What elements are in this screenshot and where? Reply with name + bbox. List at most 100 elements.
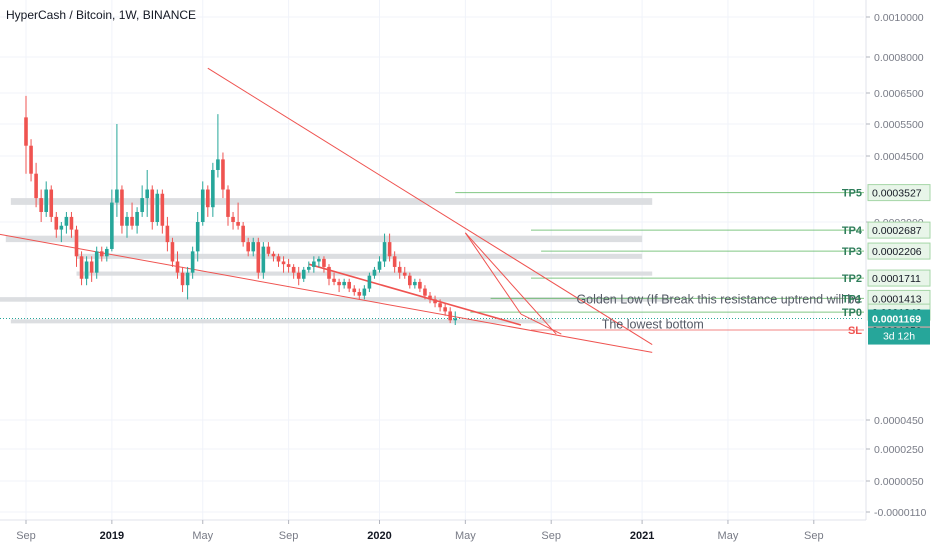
candle-body (190, 251, 195, 273)
level-name-tp4: TP4 (842, 225, 863, 237)
candle-body (271, 253, 276, 257)
candle (347, 278, 351, 293)
candle (84, 256, 89, 286)
candle-body (397, 266, 402, 273)
candle (423, 285, 427, 300)
candle (362, 285, 367, 300)
candle (448, 307, 452, 324)
candle (216, 114, 220, 178)
sr-zone (10, 198, 653, 205)
candle (105, 246, 109, 262)
candle-body (231, 216, 235, 222)
y-tick-label: 0.0010000 (874, 12, 924, 24)
candle-body (372, 269, 377, 276)
candle-body (382, 242, 387, 262)
candle (200, 181, 205, 226)
plot-area: Golden Low (If Break this resistance upt… (0, 67, 864, 353)
candle-body (347, 281, 351, 289)
candle (352, 285, 357, 296)
sr-zone (10, 319, 552, 324)
candle (221, 152, 225, 199)
candle (357, 288, 362, 300)
level-price-label: 0.0002687 (872, 225, 922, 237)
candle (180, 266, 185, 293)
candle (372, 266, 377, 279)
candle (327, 264, 331, 286)
price-axis: 0.0010000 0.0008000 0.0006500 0.0005500 0.00… (865, 0, 932, 550)
candle (301, 266, 306, 282)
candle (241, 222, 245, 247)
candle (115, 124, 119, 217)
x-tick-label: Sep (279, 530, 299, 542)
level-price-label: 0.0003527 (872, 188, 922, 200)
y-tick-label: 0.0000250 (874, 444, 924, 456)
candle-body (236, 222, 240, 226)
candle (165, 216, 170, 252)
candle-body (332, 278, 336, 282)
current-price-badge (868, 309, 930, 327)
candle-body (185, 272, 190, 286)
candle-body (105, 248, 109, 257)
candle (160, 189, 165, 234)
level-name-tp2: TP2 (842, 273, 862, 285)
candle-body (195, 222, 200, 252)
candle (190, 246, 195, 279)
candle (382, 233, 387, 267)
x-tick-label: 2021 (630, 530, 654, 542)
level-price-badge (867, 184, 931, 202)
candle-body (165, 225, 170, 243)
candle-body (49, 189, 54, 217)
candle (413, 278, 417, 289)
candle-body (120, 189, 124, 226)
candle (251, 237, 256, 257)
x-tick-label: May (718, 530, 739, 542)
current-price-label: 0.0001169 (872, 314, 921, 326)
candle (150, 185, 155, 230)
candle-body (301, 269, 306, 279)
candle-body (357, 292, 362, 296)
level-name-tp0: TP0 (842, 307, 862, 319)
candle (130, 202, 134, 230)
candle (94, 246, 99, 279)
candle (185, 266, 190, 300)
time-axis: Sep 2019 May Sep 2020 May Sep 2021 May Sep (0, 519, 866, 542)
candle-body (291, 266, 296, 273)
candle-body (251, 242, 256, 252)
candle (337, 278, 341, 293)
candle (120, 185, 124, 234)
y-tick-label: 0.0000450 (874, 415, 924, 427)
trendline (308, 263, 522, 326)
candle-body (145, 189, 149, 199)
candle (175, 251, 180, 279)
candle (408, 272, 412, 289)
candle (34, 162, 38, 208)
candle (226, 185, 230, 226)
candle-body (352, 288, 357, 293)
candle (155, 189, 160, 226)
level-price-label: 0.0002206 (872, 246, 922, 258)
symbol-title: HyperCash / Bitcoin, 1W, BINANCE (6, 8, 197, 22)
candle-body (433, 299, 437, 304)
candle-body (418, 281, 422, 289)
candle-body (89, 261, 94, 273)
candle-body (200, 189, 205, 222)
candle-body (211, 169, 215, 208)
candle-body (261, 246, 266, 273)
level-name-tp1: TP1 (842, 293, 862, 305)
candle (49, 185, 54, 222)
candle (276, 253, 281, 267)
candle-body (413, 281, 417, 286)
candle (261, 242, 266, 279)
candle-body (342, 281, 346, 286)
level-price-badge (867, 221, 931, 239)
candle-body (423, 288, 427, 296)
sr-zone (76, 253, 643, 259)
x-tick-label: Sep (804, 530, 824, 542)
candle-body (160, 193, 165, 226)
candle-body (443, 307, 447, 312)
candle-body (140, 198, 144, 212)
candles (24, 95, 458, 326)
candle (99, 246, 104, 262)
